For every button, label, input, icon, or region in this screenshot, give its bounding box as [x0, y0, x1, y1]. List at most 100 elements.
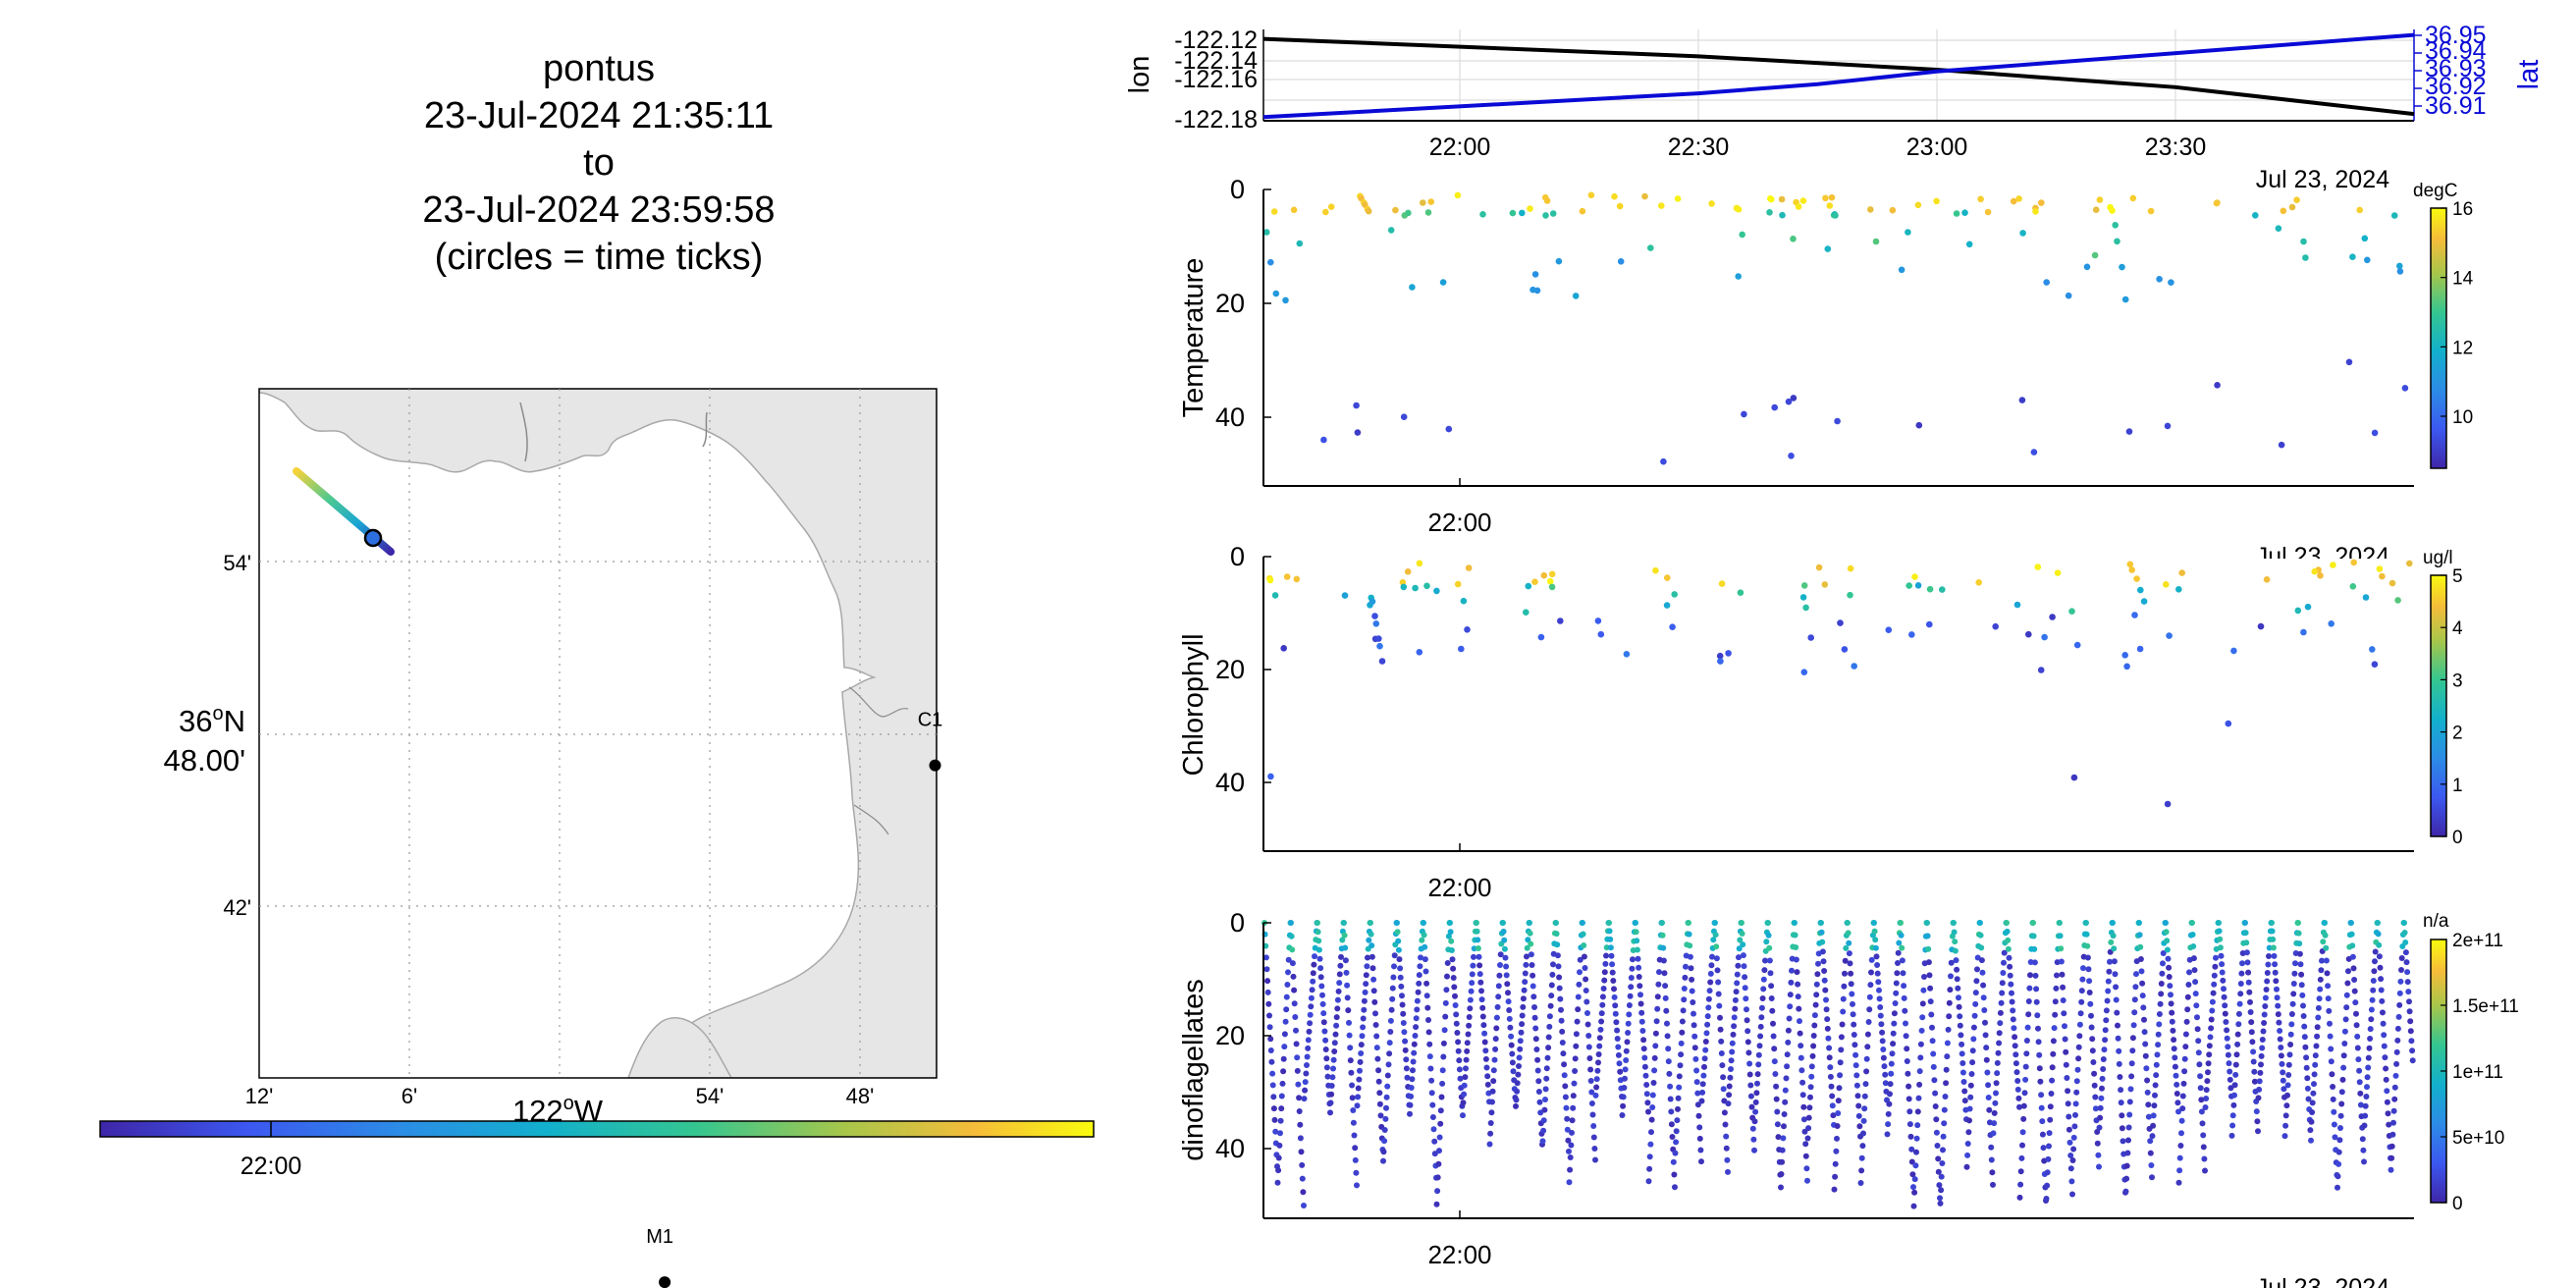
dinoflagellates-point	[2361, 1122, 2368, 1129]
dinoflagellates-point	[2227, 1085, 2234, 1092]
dinoflagellates-point	[1575, 1006, 1582, 1013]
dinoflagellates-point	[2247, 998, 2253, 1005]
dinoflagellates-point	[2351, 988, 2358, 994]
dinoflagellates-point	[1800, 1116, 1807, 1123]
dinoflagellates-point	[1901, 983, 1907, 990]
dinoflagellates-point	[1913, 1149, 1919, 1155]
dinoflagellates-point	[2403, 959, 2410, 966]
dinoflagellates-point	[2225, 1051, 2231, 1058]
chlorophyll-point	[1725, 650, 1732, 657]
dinoflagellates-point	[2030, 920, 2036, 926]
temperature-point	[2038, 199, 2045, 206]
chlorophyll-point	[1841, 646, 1849, 653]
dinoflagellates-point	[2254, 1118, 2261, 1125]
dinoflagellates-point	[1971, 1012, 1978, 1019]
temperature-point	[1785, 398, 1793, 405]
dinoflagellates-point	[1931, 1077, 1938, 1084]
dinoflagellates-point	[1328, 1083, 1335, 1089]
dinoflagellates-point	[1823, 996, 1829, 1003]
dinoflagellates-point	[2378, 976, 2385, 983]
dinoflagellates-point	[2089, 1047, 2096, 1054]
dinoflagellates-point	[1347, 1045, 1354, 1051]
chlorophyll-point	[1416, 649, 1423, 656]
temperature-point	[1479, 211, 1486, 218]
temperature-point	[2032, 208, 2039, 215]
dinoflagellates-point	[2227, 1068, 2233, 1075]
chlorophyll-point	[2164, 800, 2172, 808]
dinoflagellates-point	[2026, 985, 2033, 992]
dinoflagellates-point	[1425, 1017, 1431, 1023]
dinoflagellates-point	[1345, 1007, 1352, 1014]
dinoflagellates-point	[1504, 981, 1511, 988]
dinoflagellates-point	[1452, 993, 1458, 999]
dinoflagellates-point	[1894, 970, 1901, 977]
dinoflagellates-point	[1690, 1022, 1697, 1029]
dinoflagellates-point	[1548, 982, 1555, 989]
map-lon-tick: 6'	[402, 1084, 417, 1108]
dinoflagellates-point	[2080, 965, 2086, 972]
dinoflagellates-point	[1686, 920, 1691, 926]
dinoflagellates-point	[1951, 920, 1957, 926]
dinoflagellates-point	[1665, 1046, 1672, 1052]
temperature-point	[1427, 198, 1434, 205]
temperature-point	[1674, 195, 1682, 202]
dinoflagellates-point	[1702, 1039, 1709, 1045]
dinoflagellates-point	[1322, 1046, 1329, 1052]
dinoflagellates-point	[2208, 1016, 2215, 1023]
dinoflagellates-point	[2285, 1072, 2292, 1078]
dinoflagellates-point	[1638, 1018, 1645, 1025]
dinoflagellates-point	[1818, 929, 1825, 936]
dinoflagellates-point	[2010, 1016, 2016, 1023]
dinoflagellates-point	[1277, 1117, 1284, 1124]
dinoflagellates-point	[1889, 1050, 1896, 1057]
chlorophyll-point	[1905, 582, 1912, 589]
dinoflagellates-point	[1646, 1154, 1653, 1160]
dinoflagellates-point	[1872, 937, 1879, 943]
chlorophyll-point	[2317, 572, 2324, 579]
dinoflagellates-point	[1562, 1094, 1569, 1100]
temperature-point	[2349, 253, 2356, 261]
dinoflagellates-point	[1775, 1134, 1782, 1141]
dinoflagellates-point	[2355, 1056, 2362, 1063]
dinoflagellates-point	[2174, 1100, 2181, 1106]
dinoflagellates-point	[1437, 1107, 1444, 1114]
dinoflagellates-point	[1312, 953, 1317, 960]
dinoflagellates-point	[1493, 1014, 1500, 1021]
dinoflagellates-point	[2175, 1108, 2181, 1115]
dinoflagellates-point	[1320, 1010, 1327, 1017]
dinoflagellates-point	[1634, 946, 1640, 953]
dinoflagellates-point	[2171, 1037, 2177, 1044]
dinoflagellates-point	[2136, 932, 2143, 939]
dinoflagellates-point	[1863, 1055, 1870, 1062]
dinoflagellates-point	[1838, 1034, 1845, 1041]
temperature-colorbar-tick: 14	[2452, 269, 2474, 290]
temperature-point	[1387, 227, 1395, 234]
dinoflagellates-point	[2019, 1142, 2025, 1149]
dinoflagellates-point	[2102, 1037, 2109, 1044]
dinoflagellates-point	[1501, 945, 1508, 952]
dinoflagellates-point	[1852, 1051, 1859, 1058]
dinoflagellates-point	[2221, 993, 2227, 1000]
dinoflagellates-point	[2339, 1076, 2346, 1083]
dinoflagellates-point	[2245, 979, 2252, 986]
dinoflagellates-point	[2090, 1059, 2097, 1065]
dinoflagellates-point	[1447, 920, 1453, 926]
dinoflagellates-point	[1439, 1067, 1446, 1074]
dinoflagellates-point	[1477, 979, 1484, 986]
dinoflagellates-point	[1269, 1070, 1276, 1077]
dinoflagellates-point	[2178, 1117, 2185, 1124]
dinoflagellates-point	[1977, 920, 1983, 926]
dinoflagellates-point	[1847, 960, 1853, 967]
dinoflagellates-point	[2169, 1018, 2175, 1025]
dinoflagellates-point	[1829, 1093, 1836, 1100]
dinoflagellates-point	[1653, 1018, 1660, 1025]
dinoflagellates-point	[1985, 1082, 1992, 1089]
dinoflagellates-point	[1308, 994, 1315, 1001]
temperature-point	[1889, 206, 1897, 214]
dinoflagellates-point	[2181, 1055, 2188, 1062]
dinoflagellates-point	[1750, 1136, 1757, 1143]
dinoflagellates-point	[2189, 932, 2196, 938]
temperature-point	[1771, 403, 1778, 411]
dinoflagellates-point	[1460, 1112, 1466, 1119]
dinoflagellates-point	[2191, 967, 2198, 974]
